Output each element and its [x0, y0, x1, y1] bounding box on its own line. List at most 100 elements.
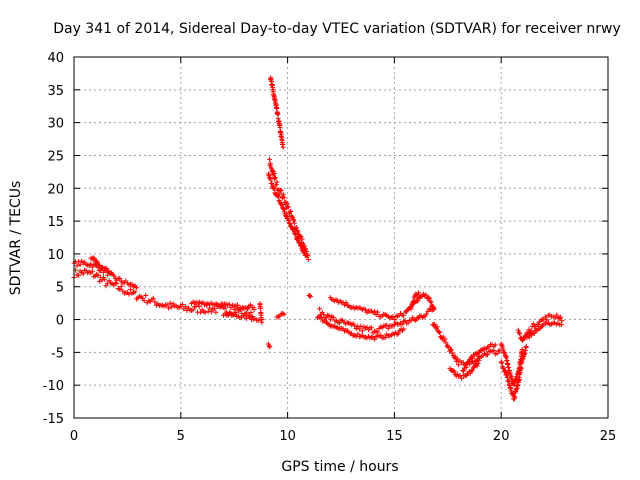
- data-point: [352, 323, 358, 329]
- grid-lines: [74, 57, 608, 418]
- data-point: [271, 186, 277, 192]
- data-point: [242, 312, 248, 318]
- data-point: [278, 187, 284, 193]
- data-point: [358, 323, 364, 329]
- data-point: [494, 351, 500, 357]
- data-point: [423, 292, 429, 298]
- plot-frame: [73, 56, 609, 419]
- data-point: [226, 301, 232, 307]
- data-point: [443, 340, 449, 346]
- data-point: [291, 218, 297, 224]
- data-point: [295, 228, 301, 234]
- data-point: [284, 201, 290, 207]
- y-tick-label: -5: [51, 346, 64, 361]
- data-point: [290, 226, 296, 232]
- data-point: [288, 209, 294, 215]
- y-tick-label: 15: [47, 215, 64, 230]
- data-point: [99, 277, 105, 283]
- data-point: [117, 275, 123, 281]
- data-point: [326, 313, 332, 319]
- data-point: [321, 312, 327, 318]
- data-point: [390, 314, 396, 320]
- x-axis-label: GPS time / hours: [281, 459, 398, 475]
- data-points: [71, 75, 565, 402]
- data-point: [385, 325, 391, 331]
- data-point: [278, 201, 284, 207]
- data-point: [434, 324, 440, 330]
- data-point: [280, 144, 286, 150]
- data-point: [512, 394, 518, 400]
- data-point: [501, 365, 507, 371]
- data-point: [281, 207, 287, 213]
- data-point: [448, 347, 454, 353]
- data-point: [275, 193, 281, 199]
- data-point: [281, 194, 287, 200]
- data-point: [372, 309, 378, 315]
- data-point: [280, 206, 286, 212]
- data-point: [401, 313, 407, 319]
- data-point: [542, 314, 548, 320]
- data-point: [459, 375, 465, 381]
- data-point: [515, 327, 521, 333]
- data-point: [298, 234, 304, 240]
- data-point: [286, 218, 292, 224]
- data-point: [466, 359, 472, 365]
- y-tick-label: -15: [43, 412, 64, 427]
- data-point: [255, 318, 261, 324]
- data-point: [234, 302, 240, 308]
- data-point: [468, 368, 474, 374]
- data-point: [118, 283, 124, 289]
- data-point: [442, 336, 448, 342]
- data-point: [474, 363, 480, 369]
- data-point: [281, 311, 287, 317]
- data-point: [343, 300, 349, 306]
- data-point: [498, 341, 504, 347]
- data-point: [305, 256, 311, 262]
- data-point: [287, 221, 293, 227]
- data-point: [76, 272, 82, 278]
- data-point: [416, 290, 422, 296]
- data-point: [382, 335, 388, 341]
- data-point: [355, 331, 361, 337]
- data-point: [463, 364, 469, 370]
- data-point: [222, 305, 228, 311]
- data-point: [90, 255, 96, 261]
- data-point: [535, 322, 541, 328]
- data-point: [395, 330, 401, 336]
- data-point: [401, 326, 407, 332]
- data-point: [502, 350, 508, 356]
- data-point: [268, 177, 274, 183]
- data-point: [359, 328, 365, 334]
- data-point: [269, 180, 275, 186]
- data-point: [307, 294, 313, 300]
- data-point: [336, 320, 342, 326]
- data-point: [182, 304, 188, 310]
- x-tick-label: 10: [279, 429, 296, 444]
- data-point: [415, 298, 421, 304]
- y-tick-label: 40: [47, 51, 64, 66]
- y-tick-label: 0: [56, 314, 64, 329]
- data-point: [431, 306, 437, 312]
- y-tick-label: 20: [47, 182, 64, 197]
- data-point: [143, 293, 149, 299]
- data-point: [127, 287, 133, 293]
- data-point: [275, 194, 281, 200]
- data-point: [384, 322, 390, 328]
- data-point: [297, 242, 303, 248]
- data-point: [499, 344, 505, 350]
- data-point: [266, 343, 272, 349]
- data-point: [292, 231, 298, 237]
- data-point: [330, 315, 336, 321]
- data-point: [318, 315, 324, 321]
- data-point: [356, 326, 362, 332]
- x-axis-ticks: 0 5 10 15 20 25: [70, 57, 616, 444]
- data-point: [516, 330, 522, 336]
- data-point: [307, 293, 313, 299]
- y-tick-label: 5: [56, 281, 64, 296]
- y-axis-ticks: -15 -10 -5 0 5 10 15 20 25 30 35 40: [43, 51, 608, 427]
- y-tick-label: -10: [43, 379, 64, 394]
- data-point: [454, 359, 460, 365]
- data-point: [476, 357, 482, 363]
- data-point: [449, 350, 455, 356]
- data-point: [292, 220, 298, 226]
